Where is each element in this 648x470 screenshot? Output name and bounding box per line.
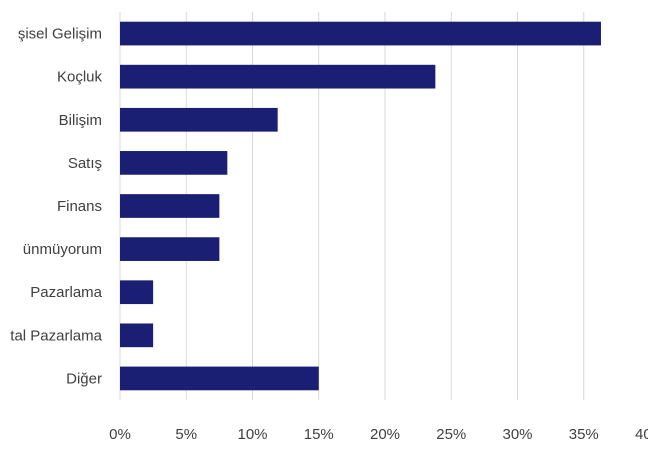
x-tick-label: 25% — [436, 426, 466, 443]
bars — [120, 21, 601, 391]
category-label: şisel Gelişim — [18, 26, 102, 43]
category-label: Koçluk — [57, 69, 103, 86]
x-tick-label: 10% — [237, 426, 267, 443]
bar — [120, 237, 220, 261]
category-label: Pazarlama — [30, 284, 102, 301]
x-tick-label: 20% — [370, 426, 400, 443]
category-label: Finans — [57, 198, 102, 215]
x-tick-labels: 0% 5% 10% 15% 20% 25% 30% 35% 40% — [109, 426, 648, 443]
category-label: Bilişim — [59, 112, 102, 129]
category-labels: şisel Gelişim Koçluk Bilişim Satış Finans ünm… — [10, 26, 102, 388]
category-label: tal Pazarlama — [10, 327, 102, 344]
bar — [120, 280, 154, 305]
x-tick-label: 30% — [502, 426, 532, 443]
bar — [120, 323, 154, 348]
bar — [120, 21, 601, 46]
category-label: Satış — [68, 155, 102, 172]
x-tick-label: 15% — [304, 426, 334, 443]
bar — [120, 151, 228, 175]
x-tick-label: 40% — [635, 426, 648, 443]
category-label: ünmüyorum — [23, 241, 102, 258]
bar — [120, 366, 319, 391]
x-tick-label: 35% — [569, 426, 599, 443]
bar — [120, 107, 278, 132]
bar — [120, 194, 220, 218]
bar — [120, 64, 436, 89]
category-label: Diğer — [66, 370, 102, 387]
x-tick-label: 0% — [109, 426, 131, 443]
x-tick-label: 5% — [175, 426, 197, 443]
